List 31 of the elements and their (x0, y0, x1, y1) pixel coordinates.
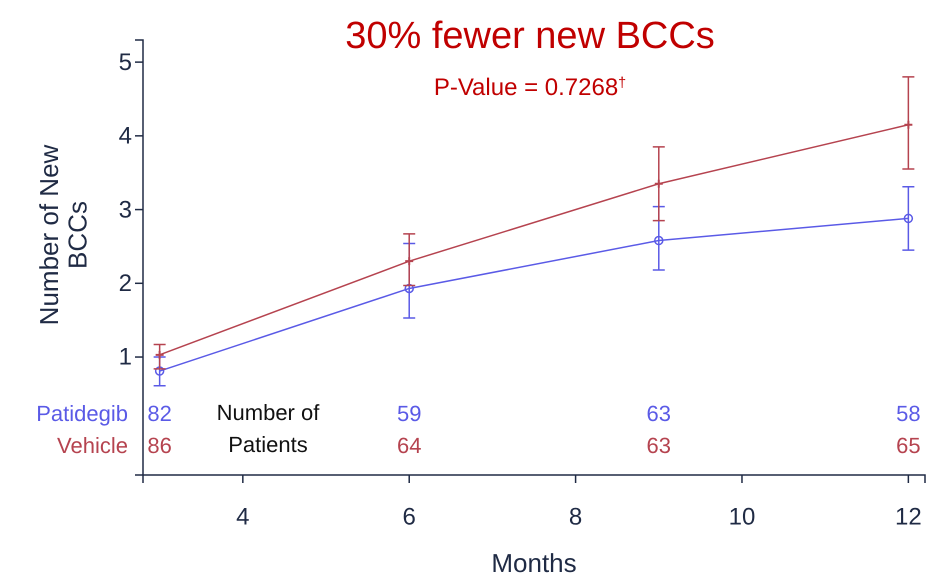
text: Vehicle (57, 432, 128, 458)
annotation: 86 (147, 432, 172, 458)
x-tick-label: 8 (568, 503, 582, 530)
point (154, 366, 164, 376)
point (404, 256, 414, 266)
point (654, 178, 664, 189)
x-axis-title: Months (491, 548, 577, 578)
annotation: 59 (396, 400, 422, 426)
point (904, 214, 914, 224)
x-tick-label: 6 (402, 503, 416, 530)
y-tick-label: 5 (118, 48, 132, 76)
x-tick-label: 10 (728, 503, 756, 530)
annotation: 65 (896, 432, 921, 458)
y-tick-label: 4 (118, 122, 132, 150)
x-tick-label: 4 (236, 503, 250, 530)
annotation: 58 (896, 400, 921, 426)
text: P-Value = 0.7268$^{†}$ (434, 74, 626, 101)
y-tick-label: 1 (118, 344, 132, 371)
y-axis-title: Number of New BCCs (34, 144, 93, 326)
annotation: 63 (646, 400, 672, 426)
annotation: 63 (646, 432, 672, 458)
point (654, 236, 664, 246)
y-tick-label: 3 (118, 196, 132, 224)
x-tick-label: 12 (895, 503, 922, 530)
y-tick-label: 2 (118, 270, 132, 297)
series-label: Patidegib (36, 400, 128, 426)
annotation: 82 (147, 400, 172, 426)
annotation: Number of Patients (216, 400, 320, 457)
chart-title: 30% fewer new BCCs (345, 15, 715, 57)
annotation: 64 (396, 432, 422, 458)
point (404, 284, 414, 294)
